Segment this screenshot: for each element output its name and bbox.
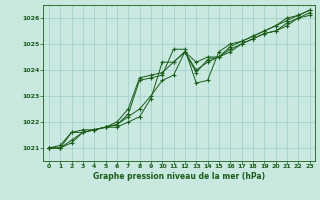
X-axis label: Graphe pression niveau de la mer (hPa): Graphe pression niveau de la mer (hPa) [93,172,265,181]
